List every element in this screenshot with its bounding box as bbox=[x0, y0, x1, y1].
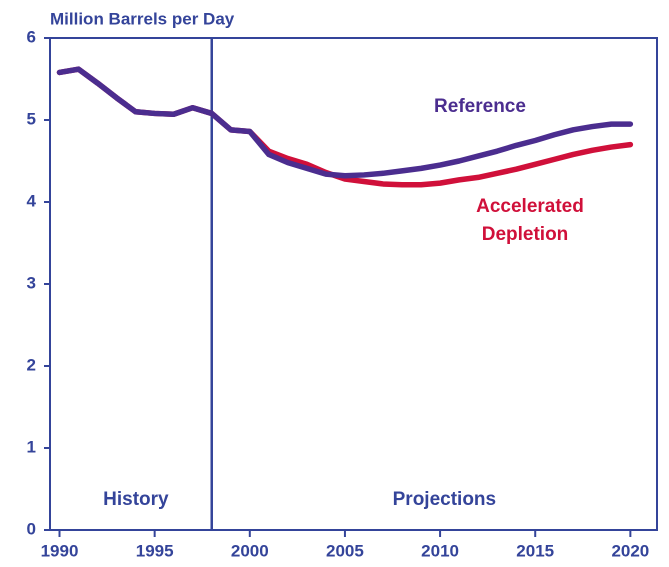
x-tick-label: 2015 bbox=[516, 541, 554, 560]
x-tick-label: 1995 bbox=[136, 541, 174, 560]
series-line bbox=[56, 66, 634, 179]
x-tick-label: 2020 bbox=[611, 541, 649, 560]
y-tick-label: 5 bbox=[27, 109, 36, 128]
series-label-line: Depletion bbox=[482, 224, 569, 245]
y-tick-label: 1 bbox=[27, 437, 36, 456]
series-label-line: Accelerated bbox=[476, 196, 584, 217]
y-tick-label: 0 bbox=[27, 519, 36, 538]
x-tick-label: 2010 bbox=[421, 541, 459, 560]
series-label: Accelerated Depletion bbox=[476, 196, 584, 245]
y-tick-label: 2 bbox=[27, 355, 36, 374]
y-tick-label: 3 bbox=[27, 273, 36, 292]
y-axis-label: Million Barrels per Day bbox=[50, 9, 235, 28]
x-tick-label: 1990 bbox=[41, 541, 79, 560]
annotation: History bbox=[103, 489, 169, 510]
annotation: Projections bbox=[393, 489, 496, 510]
series-line bbox=[56, 66, 634, 188]
x-tick-label: 2005 bbox=[326, 541, 364, 560]
y-tick-label: 4 bbox=[27, 191, 37, 210]
x-tick-label: 2000 bbox=[231, 541, 269, 560]
y-tick-label: 6 bbox=[27, 27, 36, 46]
series-label: Reference bbox=[434, 96, 526, 117]
